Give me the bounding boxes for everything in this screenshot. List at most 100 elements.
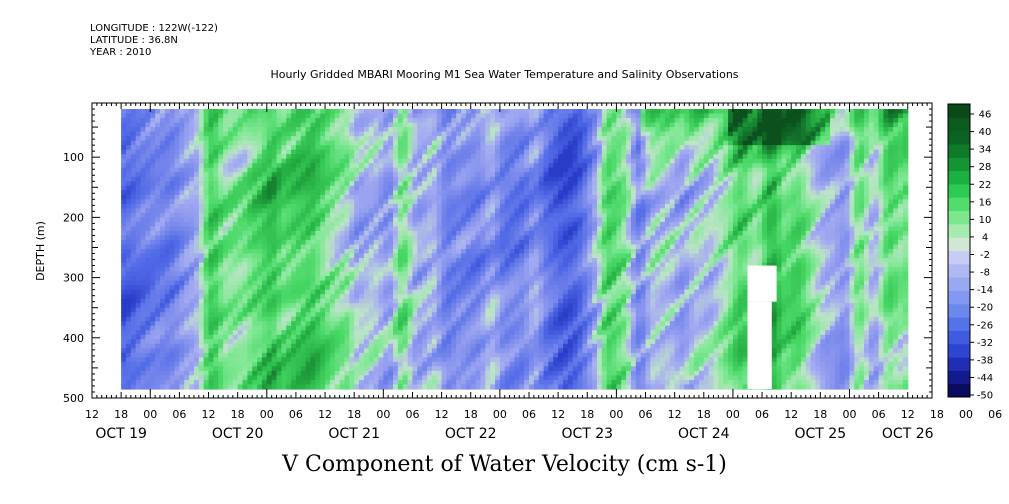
field-cell bbox=[407, 271, 414, 277]
field-cell bbox=[300, 321, 307, 327]
field-cell bbox=[407, 325, 414, 331]
field-cell bbox=[266, 122, 273, 128]
field-cell bbox=[247, 113, 253, 119]
field-cell bbox=[276, 307, 282, 313]
field-cell bbox=[354, 194, 360, 200]
field-cell bbox=[291, 325, 297, 331]
field-cell bbox=[465, 258, 472, 264]
field-cell bbox=[495, 339, 501, 345]
field-cell bbox=[325, 244, 331, 250]
field-cell bbox=[465, 280, 472, 286]
field-cell bbox=[461, 145, 467, 151]
field-cell bbox=[383, 343, 389, 349]
field-cell bbox=[159, 312, 166, 318]
field-cell bbox=[402, 379, 409, 386]
field-cell bbox=[189, 181, 195, 187]
field-cell bbox=[412, 208, 418, 214]
field-cell bbox=[271, 154, 278, 160]
field-cell bbox=[208, 154, 214, 160]
field-cell bbox=[140, 235, 147, 241]
field-cell bbox=[465, 379, 472, 386]
field-cell bbox=[227, 235, 234, 241]
field-cell bbox=[446, 131, 452, 137]
field-cell bbox=[475, 194, 482, 200]
field-cell bbox=[368, 185, 375, 191]
field-cell bbox=[227, 113, 234, 119]
field-cell bbox=[305, 172, 312, 178]
field-cell bbox=[373, 298, 380, 304]
field-cell bbox=[441, 118, 448, 124]
field-cell bbox=[271, 172, 278, 178]
field-cell bbox=[393, 109, 399, 115]
field-cell bbox=[135, 379, 142, 386]
field-cell bbox=[184, 208, 190, 214]
field-cell bbox=[368, 208, 375, 214]
field-cell bbox=[480, 208, 486, 214]
field-cell bbox=[334, 357, 341, 363]
field-cell bbox=[451, 127, 457, 133]
field-cell bbox=[329, 258, 336, 264]
field-cell bbox=[427, 118, 433, 124]
field-cell bbox=[431, 253, 438, 259]
latitude-text: LATITUDE : 36.8N bbox=[90, 35, 178, 46]
field-cell bbox=[223, 113, 229, 119]
field-cell bbox=[189, 212, 195, 218]
field-cell bbox=[325, 298, 331, 304]
field-cell bbox=[281, 258, 287, 264]
field-cell bbox=[125, 230, 132, 237]
field-cell bbox=[470, 321, 477, 327]
field-cell bbox=[417, 122, 423, 128]
field-cell bbox=[169, 235, 176, 241]
field-cell bbox=[509, 118, 516, 124]
field-cell bbox=[121, 167, 127, 173]
field-cell bbox=[339, 235, 346, 241]
field-cell bbox=[383, 176, 389, 182]
field-cell bbox=[344, 357, 350, 363]
field-cell bbox=[218, 267, 224, 273]
field-cell bbox=[436, 217, 443, 223]
field-cell bbox=[135, 140, 142, 146]
field-cell bbox=[412, 154, 418, 160]
field-cell bbox=[465, 276, 472, 282]
field-cell bbox=[189, 154, 195, 160]
field-cell bbox=[276, 276, 282, 282]
field-cell bbox=[121, 361, 127, 367]
field-cell bbox=[422, 140, 428, 146]
field-cell bbox=[261, 248, 268, 255]
field-cell bbox=[121, 109, 127, 115]
field-cell bbox=[397, 244, 404, 250]
field-cell bbox=[218, 289, 224, 295]
field-cell bbox=[446, 154, 452, 160]
field-cell bbox=[349, 154, 355, 160]
field-cell bbox=[431, 307, 438, 313]
field-cell bbox=[164, 145, 171, 151]
field-cell bbox=[242, 294, 248, 300]
field-cell bbox=[320, 357, 326, 363]
field-cell bbox=[354, 357, 360, 363]
field-cell bbox=[417, 190, 423, 196]
field-cell bbox=[208, 298, 214, 304]
field-cell bbox=[465, 348, 472, 354]
field-cell bbox=[461, 203, 467, 209]
field-cell bbox=[155, 203, 161, 209]
field-cell bbox=[480, 167, 486, 173]
field-cell bbox=[373, 181, 380, 187]
field-cell bbox=[223, 375, 229, 381]
field-cell bbox=[169, 136, 176, 142]
field-cell bbox=[451, 194, 457, 200]
field-cell bbox=[446, 267, 452, 273]
field-cell bbox=[281, 307, 287, 313]
field-cell bbox=[266, 361, 273, 367]
field-cell bbox=[475, 154, 482, 160]
field-cell bbox=[223, 289, 229, 295]
field-cell bbox=[257, 316, 263, 322]
field-cell bbox=[310, 321, 316, 327]
field-cell bbox=[344, 113, 350, 119]
field-cell bbox=[125, 194, 132, 200]
field-cell bbox=[397, 176, 404, 182]
field-cell bbox=[388, 167, 394, 173]
field-cell bbox=[388, 176, 394, 182]
field-cell bbox=[135, 276, 142, 282]
field-cell bbox=[179, 194, 185, 200]
field-cell bbox=[480, 203, 486, 209]
